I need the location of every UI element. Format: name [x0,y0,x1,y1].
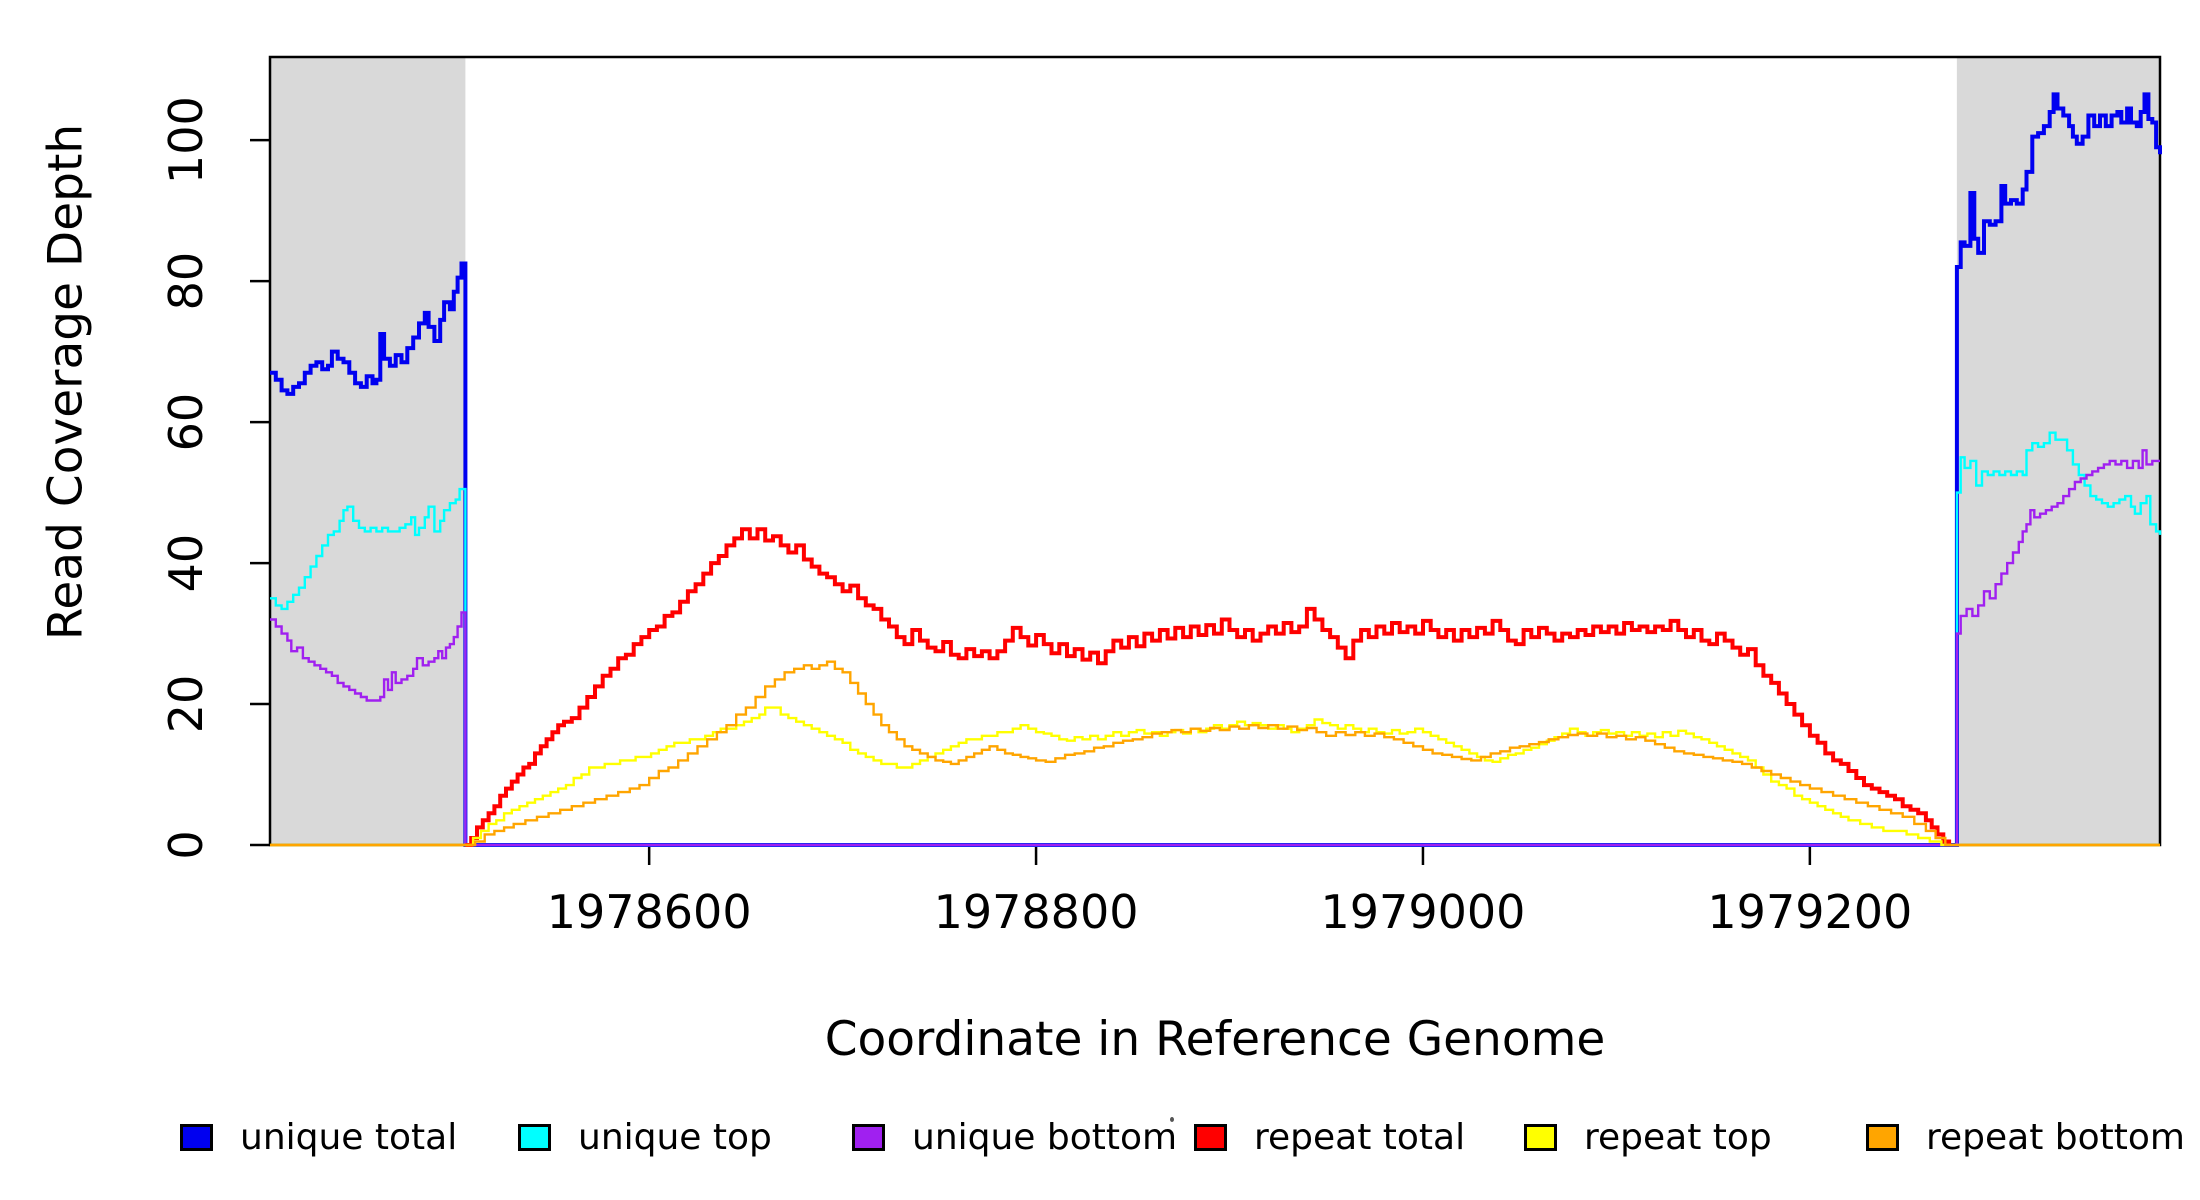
legend-entry-unique-total: unique total [180,1117,457,1158]
legend-entry-repeat-bottom: repeat bottom [1866,1117,2185,1158]
legend-label: unique bottom [912,1117,1178,1158]
legend-label: repeat bottom [1926,1117,2185,1158]
series-line-unique-bottom [270,449,2160,847]
y-tick-label: 100 [159,96,213,184]
legend-entry-repeat-total: repeat total [1194,1117,1465,1158]
legend-entry-unique-top: unique top [518,1117,772,1158]
legend-label: repeat top [1584,1117,1772,1158]
shaded-region [270,57,466,845]
y-tick-label: 0 [159,830,213,859]
shaded-region [1956,57,2160,845]
y-tick-label: 20 [159,675,213,734]
y-tick-label: 60 [159,393,213,452]
x-axis-title: Coordinate in Reference Genome [824,1012,1606,1067]
legend-label: unique top [578,1117,772,1158]
y-axis-title: Read Coverage Depth [38,123,94,641]
series-line-unique-total [270,92,2162,847]
x-tick-label: 1978800 [934,885,1139,939]
legend-label: repeat total [1254,1117,1466,1158]
legend-swatch-unique-bottom [852,1124,885,1151]
legend-label: unique total [240,1117,458,1158]
legend-swatch-unique-total [180,1124,213,1151]
legend-swatch-repeat-total [1194,1124,1227,1151]
legend-swatch-repeat-bottom [1866,1124,1899,1151]
y-tick-label: 80 [159,252,213,311]
x-tick-label: 1979000 [1321,885,1526,939]
x-tick-label: 1978600 [547,885,752,939]
stray-dot-artifact [1170,1117,1174,1122]
legend-entry-repeat-top: repeat top [1524,1117,1772,1158]
legend-swatch-unique-top [518,1124,551,1151]
series-line-unique-top [270,431,2162,847]
series-line-repeat-bottom [270,660,2160,847]
legend-entry-unique-bottom: unique bottom [852,1117,1177,1158]
series-line-repeat-total [465,527,1952,847]
x-tick-label: 1979200 [1707,885,1912,939]
y-tick-label: 40 [159,534,213,593]
legend-swatch-repeat-top [1524,1124,1557,1151]
